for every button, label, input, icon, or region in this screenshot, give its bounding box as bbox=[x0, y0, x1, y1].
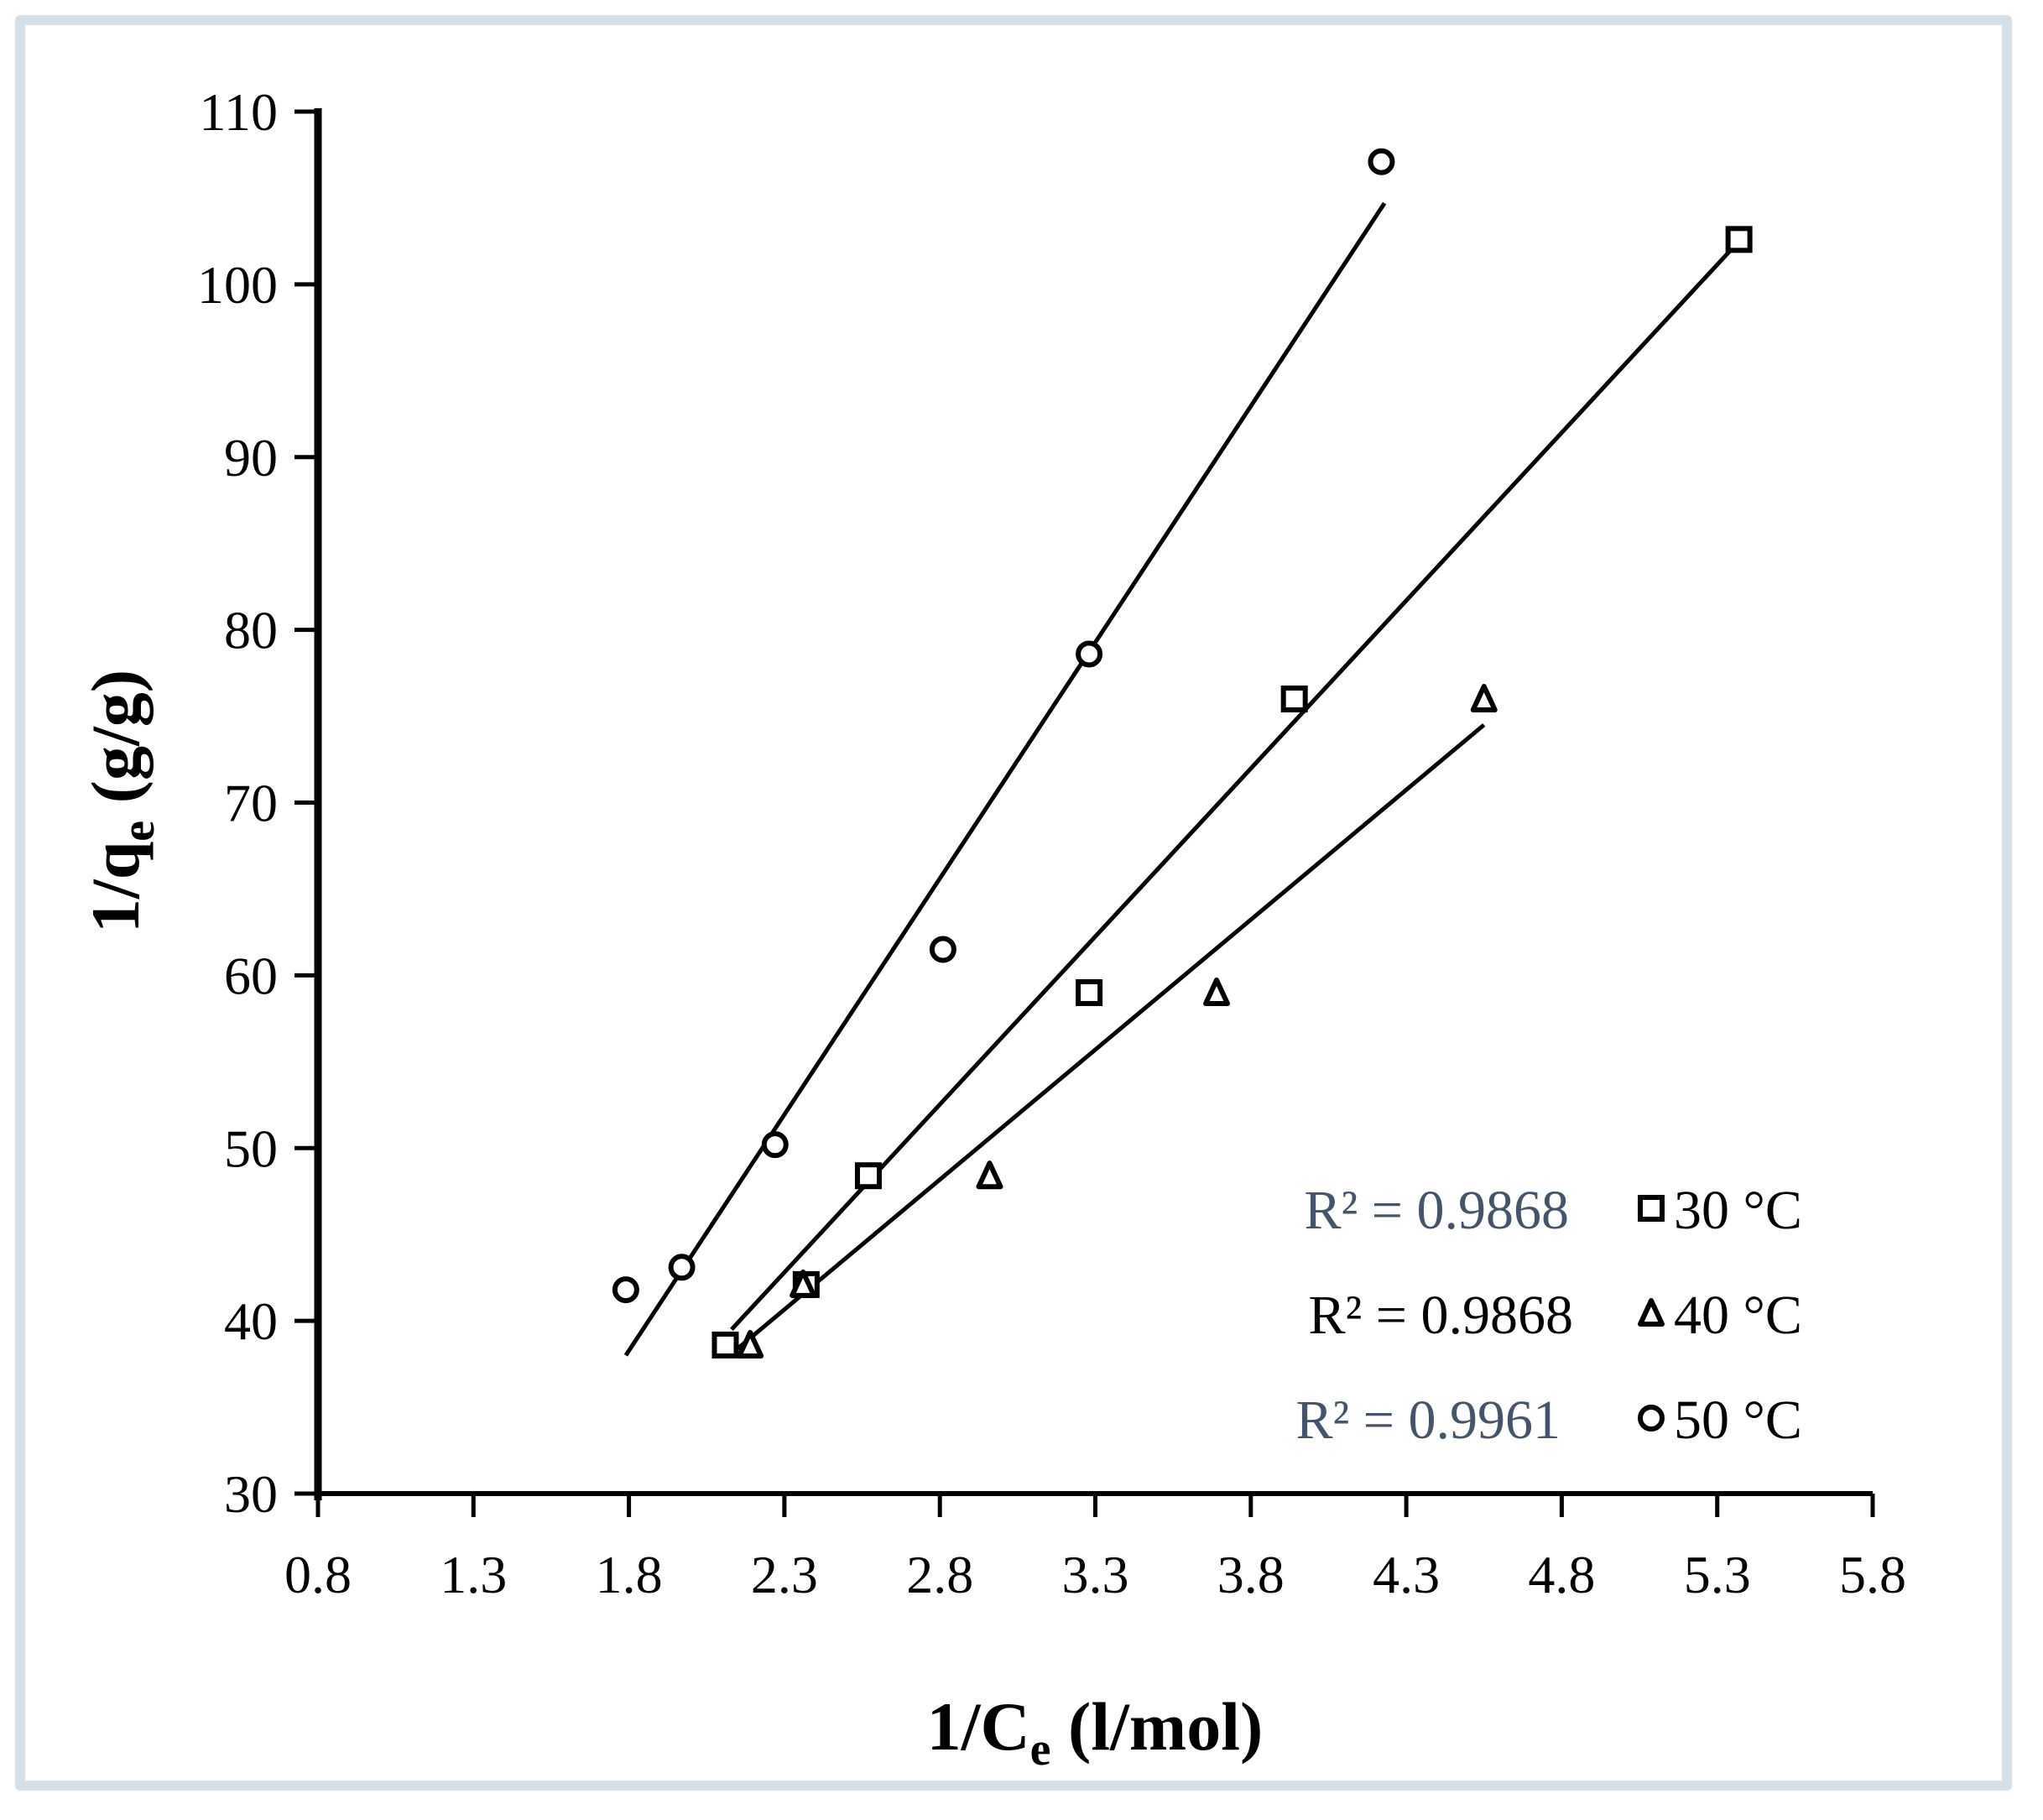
trendline bbox=[730, 239, 1741, 1332]
triangle-marker-icon bbox=[1638, 1298, 1665, 1327]
y-axis-title: 1/qe (g/g) bbox=[77, 670, 164, 933]
axes: 0.8 1.3 1.8 2.3 2.8 3.3 3.8 4.3 4.8 5.3 5.8 30 40 50 6… bbox=[197, 82, 1906, 1604]
x-tick-label: 2.8 bbox=[906, 1545, 973, 1604]
y-tick-label: 70 bbox=[224, 774, 278, 833]
legend-entry-label: 30 °C bbox=[1674, 1180, 1802, 1241]
x-tick-label: 0.8 bbox=[284, 1545, 352, 1604]
square-marker-icon bbox=[1076, 978, 1103, 1006]
triangle-marker-icon bbox=[976, 1160, 1003, 1190]
x-tick-label: 5.8 bbox=[1839, 1545, 1906, 1604]
triangle-marker-icon bbox=[737, 1329, 764, 1358]
circle-marker-icon bbox=[1076, 640, 1103, 668]
y-tick-label: 80 bbox=[224, 601, 278, 660]
square-marker-icon bbox=[1280, 685, 1308, 712]
r-squared-label: R² = 0.9868 bbox=[1308, 1285, 1573, 1346]
x-axis-title: 1/Ce (l/mol) bbox=[927, 1688, 1264, 1776]
y-tick-label: 40 bbox=[224, 1291, 278, 1351]
y-tick-label: 30 bbox=[224, 1464, 278, 1524]
square-marker-icon bbox=[1638, 1195, 1665, 1222]
x-tick-label: 4.3 bbox=[1373, 1545, 1440, 1604]
circle-marker-icon bbox=[612, 1276, 639, 1304]
legend-entry-label: 40 °C bbox=[1674, 1285, 1802, 1346]
y-tick-label: 110 bbox=[199, 82, 278, 142]
y-tick-label: 60 bbox=[224, 946, 278, 1005]
triangle-marker-icon bbox=[1470, 683, 1498, 712]
x-tick-label: 3.3 bbox=[1062, 1545, 1129, 1604]
y-tick-label: 100 bbox=[197, 255, 278, 315]
circle-marker-icon bbox=[668, 1254, 696, 1281]
circle-marker-icon bbox=[929, 936, 956, 963]
x-tick-label: 3.8 bbox=[1217, 1545, 1285, 1604]
x-tick-label: 1.8 bbox=[596, 1545, 663, 1604]
circle-marker-icon bbox=[761, 1131, 789, 1159]
triangle-marker-icon bbox=[790, 1269, 817, 1298]
x-tick-label: 5.3 bbox=[1684, 1545, 1751, 1604]
x-tick-label: 4.8 bbox=[1528, 1545, 1595, 1604]
circle-marker-icon bbox=[1368, 148, 1395, 175]
triangle-marker-icon bbox=[1203, 977, 1231, 1006]
circle-marker-icon bbox=[1638, 1405, 1665, 1431]
x-tick-label: 1.3 bbox=[440, 1545, 507, 1604]
x-tick-label: 2.3 bbox=[751, 1545, 818, 1604]
legend: R² = 0.9868 30 °C R² = 0.9868 40 °C R² = 0.9… bbox=[1295, 1180, 1801, 1451]
square-marker-icon bbox=[854, 1162, 882, 1190]
legend-entry-label: 50 °C bbox=[1674, 1390, 1802, 1451]
y-tick-label: 50 bbox=[224, 1119, 278, 1178]
r-squared-label: R² = 0.9961 bbox=[1295, 1390, 1561, 1451]
trendlines bbox=[623, 201, 1741, 1357]
square-marker-icon bbox=[711, 1331, 739, 1358]
square-marker-icon bbox=[1725, 226, 1753, 253]
data-points bbox=[612, 148, 1753, 1358]
trendline bbox=[623, 201, 1387, 1357]
r-squared-label: R² = 0.9868 bbox=[1304, 1180, 1569, 1241]
y-tick-label: 90 bbox=[224, 428, 278, 488]
trendline bbox=[736, 722, 1486, 1350]
